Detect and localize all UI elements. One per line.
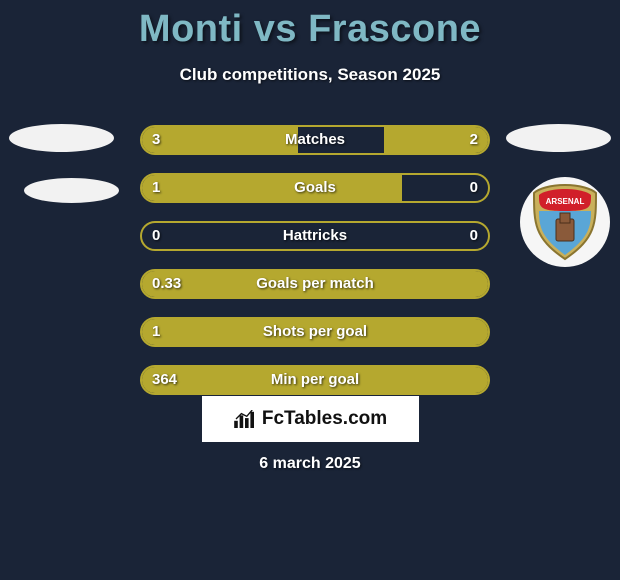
- bars-icon: [234, 410, 256, 428]
- svg-text:ARSENAL: ARSENAL: [546, 197, 585, 206]
- stat-label: Shots per goal: [142, 319, 488, 345]
- stat-row: 0.33Goals per match: [140, 269, 490, 299]
- left-team-badge-placeholder-2: [24, 178, 119, 203]
- branding-banner: FcTables.com: [202, 396, 419, 442]
- stat-row: 1Shots per goal: [140, 317, 490, 347]
- stat-label: Goals: [142, 175, 488, 201]
- shield-crest-icon: ARSENAL: [530, 183, 600, 261]
- stat-label: Min per goal: [142, 367, 488, 393]
- stat-label: Goals per match: [142, 271, 488, 297]
- right-team-crest: ARSENAL: [520, 177, 610, 267]
- branding-text: FcTables.com: [262, 408, 387, 430]
- left-team-badge-placeholder-1: [9, 124, 114, 152]
- stat-right-value: 0: [470, 175, 478, 201]
- footer-date: 6 march 2025: [0, 455, 620, 473]
- comparison-card: Monti vs Frascone Club competitions, Sea…: [0, 0, 620, 580]
- stat-label: Hattricks: [142, 223, 488, 249]
- comparison-rows: 3Matches21Goals00Hattricks00.33Goals per…: [140, 125, 490, 413]
- stat-row: 1Goals0: [140, 173, 490, 203]
- stat-label: Matches: [142, 127, 488, 153]
- stat-row: 364Min per goal: [140, 365, 490, 395]
- stat-row: 3Matches2: [140, 125, 490, 155]
- right-team-badge-placeholder: [506, 124, 611, 152]
- page-subtitle: Club competitions, Season 2025: [0, 65, 620, 85]
- stat-row: 0Hattricks0: [140, 221, 490, 251]
- page-title: Monti vs Frascone: [0, 0, 620, 51]
- stat-right-value: 0: [470, 223, 478, 249]
- stat-right-value: 2: [470, 127, 478, 153]
